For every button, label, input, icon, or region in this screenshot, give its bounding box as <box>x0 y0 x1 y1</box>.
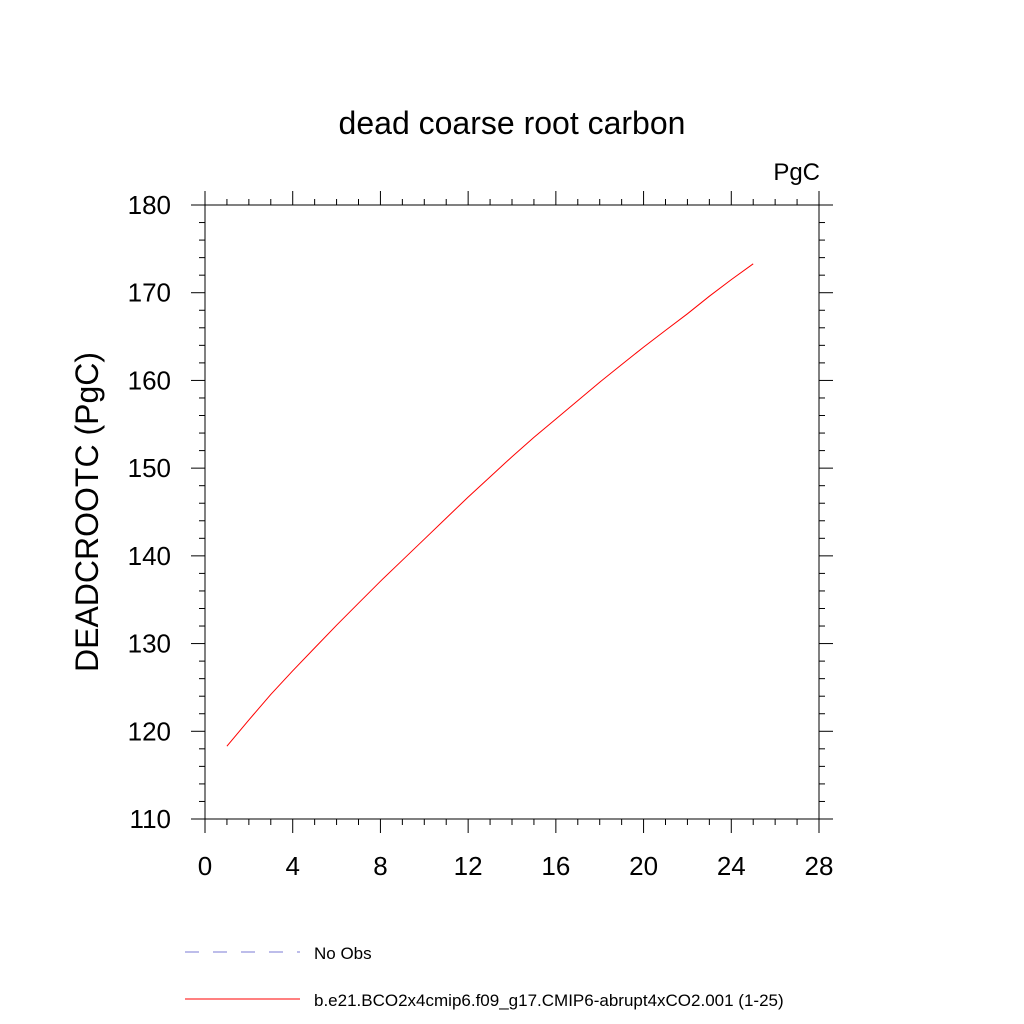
y-tick-labels: 110 120 130 140 150 160 170 180 <box>128 190 171 834</box>
units-label: PgC <box>773 159 820 186</box>
series-lines <box>226 263 754 747</box>
y-tick-label: 150 <box>128 453 171 483</box>
chart-title: dead coarse root carbon <box>339 105 686 141</box>
y-tick-label: 160 <box>128 365 171 395</box>
x-tick-label: 28 <box>805 851 834 881</box>
y-tick-label: 180 <box>128 190 171 220</box>
x-tick-label: 20 <box>629 851 658 881</box>
x-tick-label: 0 <box>198 851 212 881</box>
legend-label-run: b.e21.BCO2x4cmip6.f09_g17.CMIP6-abrupt4x… <box>314 991 784 1010</box>
legend: No Obs b.e21.BCO2x4cmip6.f09_g17.CMIP6-a… <box>185 944 784 1010</box>
legend-label-no-obs: No Obs <box>314 944 372 963</box>
y-tick-label: 130 <box>128 629 171 659</box>
y-tick-label: 110 <box>130 804 171 834</box>
x-tick-labels: 0 4 8 12 16 20 24 28 <box>198 851 834 881</box>
series-line <box>226 263 754 747</box>
x-tick-label: 16 <box>541 851 570 881</box>
axis-ticks <box>191 191 833 833</box>
x-tick-label: 4 <box>285 851 299 881</box>
x-tick-label: 24 <box>717 851 746 881</box>
y-tick-label: 120 <box>128 716 171 746</box>
y-tick-label: 170 <box>128 278 171 308</box>
y-axis-label: DEADCROOTC (PgC) <box>69 352 105 672</box>
x-tick-label: 8 <box>373 851 387 881</box>
plot-frame <box>204 204 820 820</box>
x-tick-label: 12 <box>454 851 483 881</box>
y-tick-label: 140 <box>128 541 171 571</box>
